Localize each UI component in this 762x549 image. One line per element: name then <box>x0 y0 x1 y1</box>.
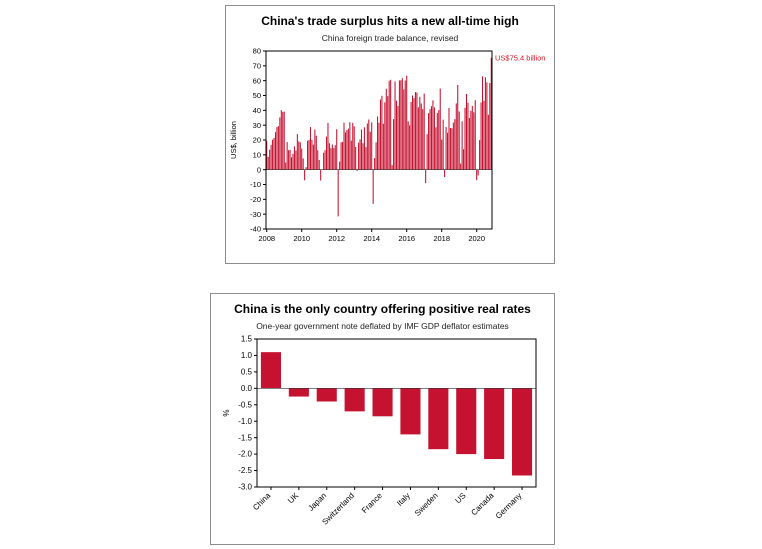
svg-text:France: France <box>360 490 384 514</box>
svg-text:US$, billion: US$, billion <box>229 121 238 159</box>
svg-text:10: 10 <box>253 150 261 159</box>
real-rates-bar-plot: 1.5 1.0 0.5 0.0 -0.5 -1.0 -1.5 -2.0 -2.5 -3.0Chin… <box>222 334 537 526</box>
svg-text:40: 40 <box>253 106 261 115</box>
svg-text:-40: -40 <box>250 224 261 233</box>
svg-text:30: 30 <box>253 121 261 130</box>
svg-text:2010: 2010 <box>293 234 310 243</box>
svg-text:80: 80 <box>253 46 261 55</box>
svg-text:50: 50 <box>253 91 261 100</box>
svg-text:2008: 2008 <box>258 234 275 243</box>
svg-text:1.5: 1.5 <box>241 334 253 343</box>
svg-text:-10: -10 <box>250 180 261 189</box>
svg-text:-0.5: -0.5 <box>238 400 252 409</box>
svg-text:US$75.4 billion: US$75.4 billion <box>495 53 545 62</box>
svg-text:-1.5: -1.5 <box>238 433 252 442</box>
svg-text:2018: 2018 <box>433 234 450 243</box>
svg-text:70: 70 <box>253 61 261 70</box>
svg-text:US: US <box>453 491 467 505</box>
svg-text:-20: -20 <box>250 195 261 204</box>
real-rates-chart-title: China is the only country offering posit… <box>234 302 531 316</box>
svg-text:60: 60 <box>253 76 261 85</box>
svg-text:1.0: 1.0 <box>241 351 253 360</box>
svg-text:Canada: Canada <box>469 490 496 517</box>
svg-text:Germany: Germany <box>494 491 524 521</box>
svg-text:-2.0: -2.0 <box>238 450 252 459</box>
svg-text:2020: 2020 <box>468 234 485 243</box>
trade-surplus-chart-title: China's trade surplus hits a new all-tim… <box>261 14 519 28</box>
svg-text:Sweden: Sweden <box>413 491 440 518</box>
svg-text:China: China <box>251 490 273 512</box>
svg-text:2016: 2016 <box>398 234 415 243</box>
svg-text:-2.5: -2.5 <box>238 466 252 475</box>
svg-text:Italy: Italy <box>395 491 412 508</box>
trade-surplus-chart-subtitle: China foreign trade balance, revised <box>321 32 459 43</box>
svg-text:Japan: Japan <box>306 491 328 513</box>
svg-text:2014: 2014 <box>363 234 380 243</box>
trade-surplus-chart-panel: China's trade surplus hits a new all-tim… <box>225 5 555 264</box>
svg-text:-1.0: -1.0 <box>238 417 252 426</box>
svg-text:-3.0: -3.0 <box>238 482 252 491</box>
real-rates-chart-panel: China is the only country offering posit… <box>210 293 555 545</box>
svg-text:%: % <box>222 409 231 416</box>
svg-text:20: 20 <box>253 135 261 144</box>
real-rates-chart-subtitle: One-year government note deflated by IMF… <box>256 320 509 331</box>
svg-text:UK: UK <box>286 490 301 505</box>
svg-text:0: 0 <box>257 165 261 174</box>
svg-text:0.5: 0.5 <box>241 367 253 376</box>
svg-text:0.0: 0.0 <box>241 384 253 393</box>
svg-text:-30: -30 <box>250 210 261 219</box>
svg-text:2012: 2012 <box>328 234 345 243</box>
